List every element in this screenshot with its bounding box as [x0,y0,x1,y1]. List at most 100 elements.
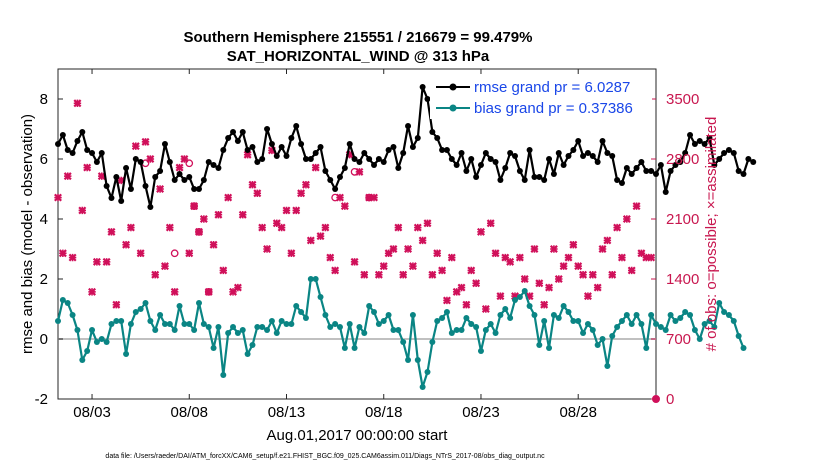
rmse-point [482,150,489,156]
obs-assimilated-point [102,257,111,266]
obs-assimilated-point [185,249,194,258]
obs-assimilated-point [442,296,451,305]
bias-point [118,318,125,324]
right-tick-label: 2800 [666,151,699,168]
bias-point [312,276,319,282]
chart-title-line1: Southern Hemisphere 215551 / 216679 = 99… [184,29,533,46]
bias-point [580,330,587,336]
bias-point [64,300,71,306]
rmse-point [375,156,382,162]
rmse-point [682,150,689,156]
obs-assimilated-point [481,305,490,313]
obs-assimilated-point [476,227,485,236]
bias-point [468,321,475,327]
left-tick-label: 4 [40,211,48,228]
rmse-point [725,147,732,153]
bias-point [458,327,465,333]
rmse-point [220,147,227,153]
bias-point [89,327,96,333]
rmse-point [405,123,412,129]
obs-possible-point [204,288,213,296]
left-tick-label: 2 [40,271,48,288]
bias-point [356,324,363,330]
obs-assimilated-point [297,189,306,198]
left-tick-label: -2 [35,391,48,408]
footnote-data-file: data file: /Users/raeder/DAI/ATM_forcXX/… [105,453,545,460]
rmse-point [59,132,66,138]
bias-point [332,321,339,327]
rmse-point [400,150,407,156]
rmse-point [580,153,587,159]
bias-point [550,312,557,318]
bias-point [123,351,130,357]
rmse-point [79,129,86,135]
bias-point [181,321,188,327]
rmse-point [273,153,280,159]
right-tick-label: 700 [666,331,691,348]
obs-assimilated-point [360,270,369,279]
x-tick-label: 08/03 [73,404,111,421]
rmse-point [463,168,470,174]
rmse-point [468,156,475,162]
bias-point [293,303,300,309]
rmse-point [356,159,363,165]
bias-point [161,321,168,327]
bias-point [546,345,553,351]
legend-box [430,75,652,119]
bias-point [268,318,275,324]
obs-assimilated-point [131,142,140,151]
obs-assimilated-point [603,236,612,245]
rmse-point [507,150,514,156]
x-axis-label: Aug.01,2017 00:00:00 start [267,427,449,444]
rmse-point [633,165,640,171]
plot-area [57,68,657,400]
bias-point [176,303,183,309]
rmse-point [351,156,358,162]
rmse-point [711,162,718,168]
rmse-point [147,204,154,210]
obs-assimilated-point [593,283,602,292]
obs-assimilated-point [530,245,539,253]
bias-point [302,315,309,321]
obs-assimilated-point [340,202,349,211]
rmse-point [618,180,625,186]
rmse-point [599,138,606,144]
bias-point [730,318,737,324]
obs-assimilated-point [165,223,174,232]
bias-point [497,312,504,318]
obs-assimilated-point [248,180,257,189]
obs-assimilated-point [408,262,417,271]
rmse-point [575,138,582,144]
rmse-point [332,186,339,192]
rmse-point [230,129,237,135]
bias-point [186,321,193,327]
rmse-point [677,159,684,165]
x-tick-label: 08/18 [365,404,403,421]
rmse-point [409,144,416,150]
bias-point [531,312,538,318]
bias-point [448,330,455,336]
obs-assimilated-point [564,253,573,262]
obs-assimilated-point [287,249,296,258]
obs-assimilated-point [608,270,617,279]
rmse-point [560,162,567,168]
bias-point [507,315,514,321]
bias-point [424,369,431,375]
bias-point [439,315,446,321]
rmse-point [244,147,251,153]
obs-assimilated-point [107,227,116,236]
bias-point [662,327,669,333]
rmse-point [181,177,188,183]
rmse-point [268,141,275,147]
obs-assimilated-point [647,253,656,262]
obs-assimilated-point [126,223,135,232]
bias-point [487,321,494,327]
rmse-point [701,141,708,147]
rmse-point [604,150,611,156]
obs-assimilated-point [394,223,403,232]
rmse-point [706,135,713,141]
obs-assimilated-point [569,240,578,249]
y-axis-label-right: # of obs: o=possible; ×=assimilated [703,117,720,352]
rmse-point [288,135,295,141]
bias-point [375,321,382,327]
